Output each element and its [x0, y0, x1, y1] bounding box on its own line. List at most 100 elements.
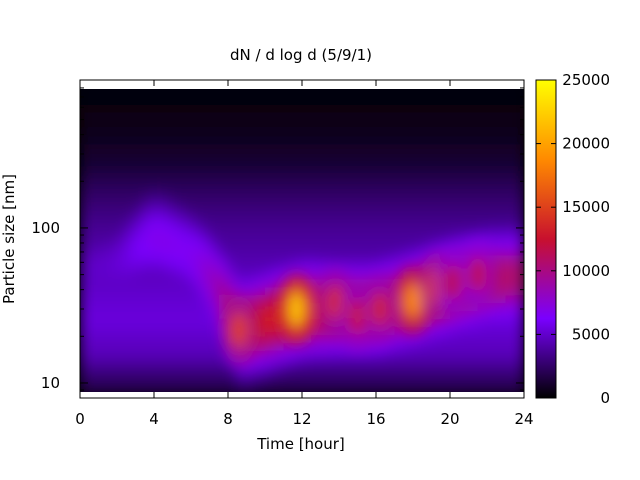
x-tick-label: 8 — [223, 410, 233, 428]
heatmap-cell — [191, 215, 201, 224]
heatmap-cell — [477, 334, 488, 343]
heatmap-cell — [255, 215, 266, 224]
heatmap-cell — [255, 246, 266, 256]
heatmap-cell — [255, 87, 266, 97]
heatmap-cell — [366, 254, 377, 264]
heatmap-cell — [200, 223, 211, 232]
heatmap-cell — [311, 302, 322, 312]
heatmap-cell — [237, 262, 248, 272]
heatmap-cell — [366, 223, 377, 232]
heatmap-cell — [302, 382, 312, 391]
heatmap-cell — [200, 254, 211, 264]
heatmap-cell — [320, 262, 331, 272]
heatmap-cell — [80, 366, 90, 375]
heatmap-cell — [218, 382, 229, 391]
heatmap-cell — [181, 302, 192, 312]
heatmap-cell — [302, 151, 312, 161]
heatmap-cell — [450, 374, 460, 383]
heatmap-cell — [89, 350, 100, 359]
heatmap-cell — [246, 294, 257, 304]
heatmap-cell — [89, 191, 100, 200]
heatmap-cell — [80, 215, 90, 224]
heatmap-cell — [311, 143, 322, 153]
heatmap-cell — [107, 286, 118, 296]
heatmap-cell — [80, 95, 90, 105]
heatmap-cell — [413, 127, 423, 137]
heatmap-cell — [80, 103, 90, 113]
heatmap-cell — [283, 103, 294, 113]
heatmap-cell — [339, 175, 349, 184]
heatmap-cell — [172, 294, 183, 304]
heatmap-cell — [440, 231, 451, 240]
heatmap-cell — [505, 334, 516, 343]
heatmap-cell — [172, 382, 183, 391]
heatmap-cell — [255, 239, 266, 248]
heatmap-cell — [496, 215, 507, 224]
heatmap-cell — [135, 246, 146, 256]
heatmap-cell — [357, 183, 368, 192]
heatmap-cell — [246, 135, 257, 145]
heatmap-cell — [191, 239, 201, 248]
heatmap-cell — [320, 382, 331, 391]
heatmap-cell — [246, 262, 257, 272]
heatmap-cell — [172, 119, 183, 129]
heatmap-cell — [255, 111, 266, 121]
heatmap-cell — [487, 246, 497, 256]
heatmap-cell — [117, 119, 127, 129]
heatmap-cell — [348, 183, 359, 192]
heatmap-cell — [246, 374, 257, 383]
heatmap-cell — [181, 350, 192, 359]
heatmap-cell — [274, 231, 285, 240]
heatmap-cell — [311, 334, 322, 343]
heatmap-cell — [311, 310, 322, 320]
heatmap-cell — [172, 310, 183, 320]
heatmap-cell — [246, 159, 257, 169]
heatmap-cell — [191, 246, 201, 256]
heatmap-cell — [163, 270, 174, 280]
heatmap-cell — [403, 350, 414, 359]
heatmap-cell — [107, 231, 118, 240]
heatmap-cell — [89, 294, 100, 304]
heatmap-cell — [237, 119, 248, 129]
heatmap-cell — [191, 207, 201, 216]
heatmap-cell — [274, 239, 285, 248]
heatmap-cell — [126, 366, 137, 375]
heatmap-cell — [283, 207, 294, 216]
heatmap-cell — [89, 95, 100, 105]
heatmap-cell — [431, 239, 442, 248]
heatmap-cell — [385, 374, 396, 383]
heatmap-cell — [505, 127, 516, 137]
heatmap-cell — [357, 119, 368, 129]
heatmap-cell — [394, 191, 405, 200]
x-tick-label: 0 — [75, 410, 85, 428]
heatmap-cell — [154, 294, 164, 304]
heatmap-cell — [505, 246, 516, 256]
heatmap-cell — [135, 207, 146, 216]
heatmap-cell — [144, 262, 155, 272]
heatmap-cell — [246, 143, 257, 153]
heatmap-cell — [117, 358, 127, 367]
heatmap-cell — [181, 318, 192, 328]
heatmap-cell — [191, 167, 201, 176]
heatmap-cell — [403, 366, 414, 375]
heatmap-cell — [209, 231, 220, 240]
colorbar-tick-label: 10000 — [562, 262, 610, 280]
heatmap-cell — [292, 215, 303, 224]
heatmap-cell — [191, 374, 201, 383]
heatmap-cell — [376, 207, 386, 216]
heatmap-cell — [135, 175, 146, 184]
heatmap-cell — [440, 350, 451, 359]
heatmap-cell — [200, 143, 211, 153]
heatmap-cell — [265, 207, 275, 216]
heatmap-cell — [265, 342, 275, 351]
heatmap-cell — [209, 302, 220, 312]
heatmap-cell — [339, 87, 349, 97]
heatmap-cell — [302, 231, 312, 240]
heatmap-cell — [191, 183, 201, 192]
heatmap-cell — [89, 358, 100, 367]
heatmap-cell — [228, 207, 238, 216]
heatmap-cell — [413, 374, 423, 383]
heatmap-cell — [209, 374, 220, 383]
heatmap-cell — [135, 254, 146, 264]
heatmap-cell — [218, 199, 229, 208]
